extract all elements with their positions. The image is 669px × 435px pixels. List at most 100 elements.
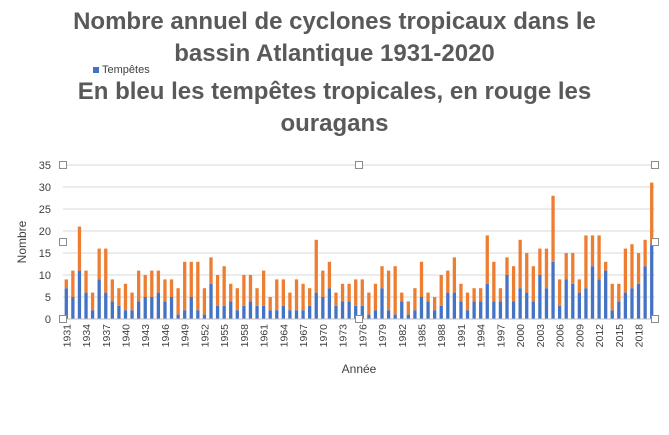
bar-ouragans <box>498 288 503 302</box>
bar-ouragans <box>242 275 246 306</box>
x-tick-label: 2012 <box>594 324 606 348</box>
bar-ouragans <box>584 235 588 289</box>
bar-ouragans <box>571 253 575 284</box>
bar-tempetes <box>439 305 443 319</box>
bar-ouragans <box>505 257 509 275</box>
legend-swatch-storms <box>93 67 99 73</box>
bar-tempetes <box>538 275 542 319</box>
chart-title-line-4: ouragans <box>280 110 389 137</box>
bar-ouragans <box>229 283 233 302</box>
y-tick-label: 0 <box>45 314 51 326</box>
bar-tempetes <box>584 288 588 319</box>
x-tick-label: 1961 <box>259 324 271 348</box>
bar-tempetes <box>189 297 193 319</box>
bar-ouragans <box>393 266 397 315</box>
bar-ouragans <box>400 292 404 302</box>
bar-tempetes <box>117 305 121 319</box>
bar-ouragans <box>518 239 522 289</box>
chart-title-line-1: Nombre annuel de cyclones tropicaux dans… <box>73 8 596 35</box>
bar-tempetes <box>308 305 312 319</box>
x-tick-label: 1967 <box>298 324 310 348</box>
bar-ouragans <box>564 253 568 280</box>
bar-ouragans <box>156 270 161 293</box>
bar-ouragans <box>288 292 292 311</box>
resize-handle[interactable] <box>59 238 67 246</box>
bar-ouragans <box>636 253 641 284</box>
bar-tempetes <box>64 288 68 319</box>
bar-ouragans <box>525 253 529 293</box>
bar-ouragans <box>110 279 114 302</box>
resize-handle[interactable] <box>651 238 659 246</box>
bar-tempetes <box>617 301 621 319</box>
bar-ouragans <box>64 279 68 289</box>
bar-ouragans <box>604 261 608 271</box>
bar-ouragans <box>433 297 437 311</box>
bar-tempetes <box>183 310 187 319</box>
bar-ouragans <box>610 283 614 311</box>
bar-tempetes <box>215 305 220 319</box>
bar-ouragans <box>360 279 364 306</box>
bar-tempetes <box>71 297 75 319</box>
selection-handles[interactable] <box>59 161 659 323</box>
bar-tempetes <box>209 283 213 319</box>
bar-tempetes <box>525 292 529 319</box>
x-tick-label: 1955 <box>219 324 231 348</box>
bar-ouragans <box>169 279 174 297</box>
bar-ouragans <box>123 283 128 311</box>
bar-ouragans <box>617 283 621 302</box>
bar-tempetes <box>623 292 628 319</box>
bar-ouragans <box>209 257 213 284</box>
y-tick-label: 25 <box>39 204 51 216</box>
bar-ouragans <box>202 288 207 315</box>
x-tick-label: 1994 <box>476 324 488 348</box>
bar-tempetes <box>406 314 410 319</box>
bar-tempetes <box>301 310 305 319</box>
bar-tempetes <box>597 279 601 319</box>
bar-ouragans <box>373 283 378 311</box>
bar-ouragans <box>439 275 443 306</box>
x-tick-label: 1982 <box>397 324 409 348</box>
bar-ouragans <box>104 248 108 293</box>
bar-ouragans <box>196 261 200 311</box>
resize-handle[interactable] <box>355 161 363 169</box>
bar-ouragans <box>538 248 542 275</box>
resize-handle[interactable] <box>59 315 67 323</box>
bar-ouragans <box>485 235 489 284</box>
bar-ouragans <box>255 288 259 306</box>
resize-handle[interactable] <box>355 315 363 323</box>
x-tick-label: 2015 <box>614 324 626 348</box>
bar-tempetes <box>433 310 437 319</box>
bar-ouragans <box>321 270 325 297</box>
bar-tempetes <box>235 310 239 319</box>
x-tick-label: 1958 <box>239 324 251 348</box>
bar-tempetes <box>347 301 351 319</box>
x-tick-label: 2018 <box>634 324 646 348</box>
bar-tempetes <box>643 266 647 319</box>
bar-ouragans <box>459 283 463 302</box>
bar-tempetes <box>426 301 430 319</box>
bar-tempetes <box>202 314 207 319</box>
bar-tempetes <box>452 292 457 319</box>
bar-tempetes <box>577 292 581 319</box>
x-tick-label: 1937 <box>101 324 113 348</box>
resize-handle[interactable] <box>651 161 659 169</box>
bar-tempetes <box>386 310 391 319</box>
legend-label-storms: Tempêtes <box>102 64 150 76</box>
bar-tempetes <box>551 261 555 319</box>
x-tick-label: 1949 <box>180 324 192 348</box>
bar-tempetes <box>327 288 332 319</box>
bar-tempetes <box>360 305 364 319</box>
x-tick-label: 1964 <box>278 324 290 348</box>
resize-handle[interactable] <box>651 315 659 323</box>
bar-ouragans <box>577 279 581 293</box>
y-axis-ticks: 0 5 10 15 20 25 30 35 <box>39 160 51 326</box>
bar-tempetes <box>604 270 608 319</box>
bar-tempetes <box>465 310 470 319</box>
bar-tempetes <box>196 310 200 319</box>
resize-handle[interactable] <box>59 161 67 169</box>
bar-ouragans <box>71 270 75 297</box>
bar-ouragans <box>630 244 634 289</box>
y-tick-label: 10 <box>39 270 51 282</box>
x-tick-label: 1940 <box>120 324 132 348</box>
